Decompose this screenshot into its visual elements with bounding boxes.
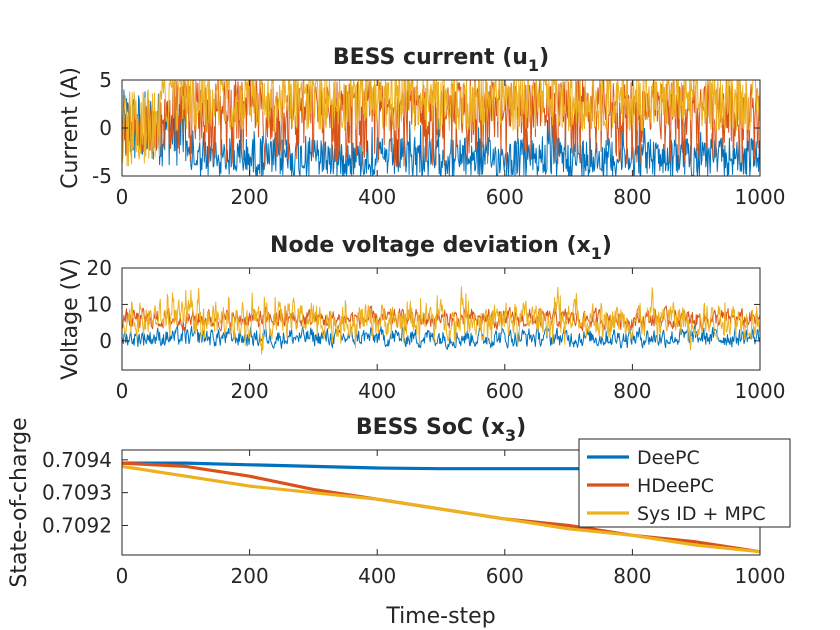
y-tick-label: -5: [92, 164, 112, 188]
legend: DeePC HDeePC Sys ID + MPC: [578, 438, 791, 528]
chart-title: Node voltage deviation (x1): [270, 233, 612, 263]
x-tick-label: 400: [358, 379, 396, 403]
x-tick-label: 1000: [735, 185, 786, 209]
series-line-sys-id-mpc: [122, 80, 760, 167]
chart-3: 0 200 400 600 800 1000 0.7092 0.7093 0.7094 BESS …: [7, 415, 791, 629]
y-tick-label: 10: [87, 292, 112, 316]
x-tick-label: 800: [613, 185, 651, 209]
y-tick-label: 5: [99, 68, 112, 92]
x-tick-label: 0: [116, 379, 129, 403]
legend-label: HDeePC: [637, 475, 714, 497]
y-tick-label: 0: [99, 329, 112, 353]
y-axis-label: Voltage (V): [58, 258, 83, 380]
x-tick-label: 1000: [735, 564, 786, 588]
y-tick-label: 0.7092: [42, 513, 112, 537]
chart-title: BESS SoC (x3): [356, 415, 526, 445]
x-tick-label: 400: [358, 185, 396, 209]
legend-label: DeePC: [637, 447, 700, 469]
y-tick-label: 0.7093: [42, 481, 112, 505]
y-axis-label: State-of-charge: [7, 417, 32, 587]
x-tick-label: 800: [613, 564, 651, 588]
y-tick-label: 20: [87, 256, 112, 280]
series-line-deepc: [122, 89, 760, 176]
y-tick-label: 0: [99, 116, 112, 140]
series-line-sys-id-mpc: [122, 286, 760, 355]
x-tick-label: 200: [231, 185, 269, 209]
series-line-sys-id-mpc: [122, 464, 760, 554]
x-tick-label: 0: [116, 564, 129, 588]
plot-area: [122, 80, 760, 176]
chart-2: 0 200 400 600 800 1000 0 10 20 Node voltage devia…: [58, 233, 785, 403]
x-axis-label: Time-step: [385, 604, 495, 629]
plot-area: [122, 286, 760, 355]
x-tick-label: 200: [231, 379, 269, 403]
y-axis-label: Current (A): [58, 67, 83, 189]
plot-area: [122, 461, 760, 554]
legend-label: Sys ID + MPC: [637, 503, 766, 525]
series-line-deepc: [122, 325, 760, 350]
x-tick-label: 200: [231, 564, 269, 588]
x-tick-label: 400: [358, 564, 396, 588]
x-tick-label: 600: [486, 185, 524, 209]
x-tick-label: 600: [486, 379, 524, 403]
y-tick-label: 0.7094: [42, 448, 112, 472]
x-tick-label: 800: [613, 379, 651, 403]
series-line-deepc: [122, 461, 633, 471]
x-tick-label: 1000: [735, 379, 786, 403]
axes-box: [121, 267, 761, 371]
x-tick-label: 0: [116, 185, 129, 209]
x-tick-label: 600: [486, 564, 524, 588]
chart-title: BESS current (u1): [333, 45, 549, 75]
